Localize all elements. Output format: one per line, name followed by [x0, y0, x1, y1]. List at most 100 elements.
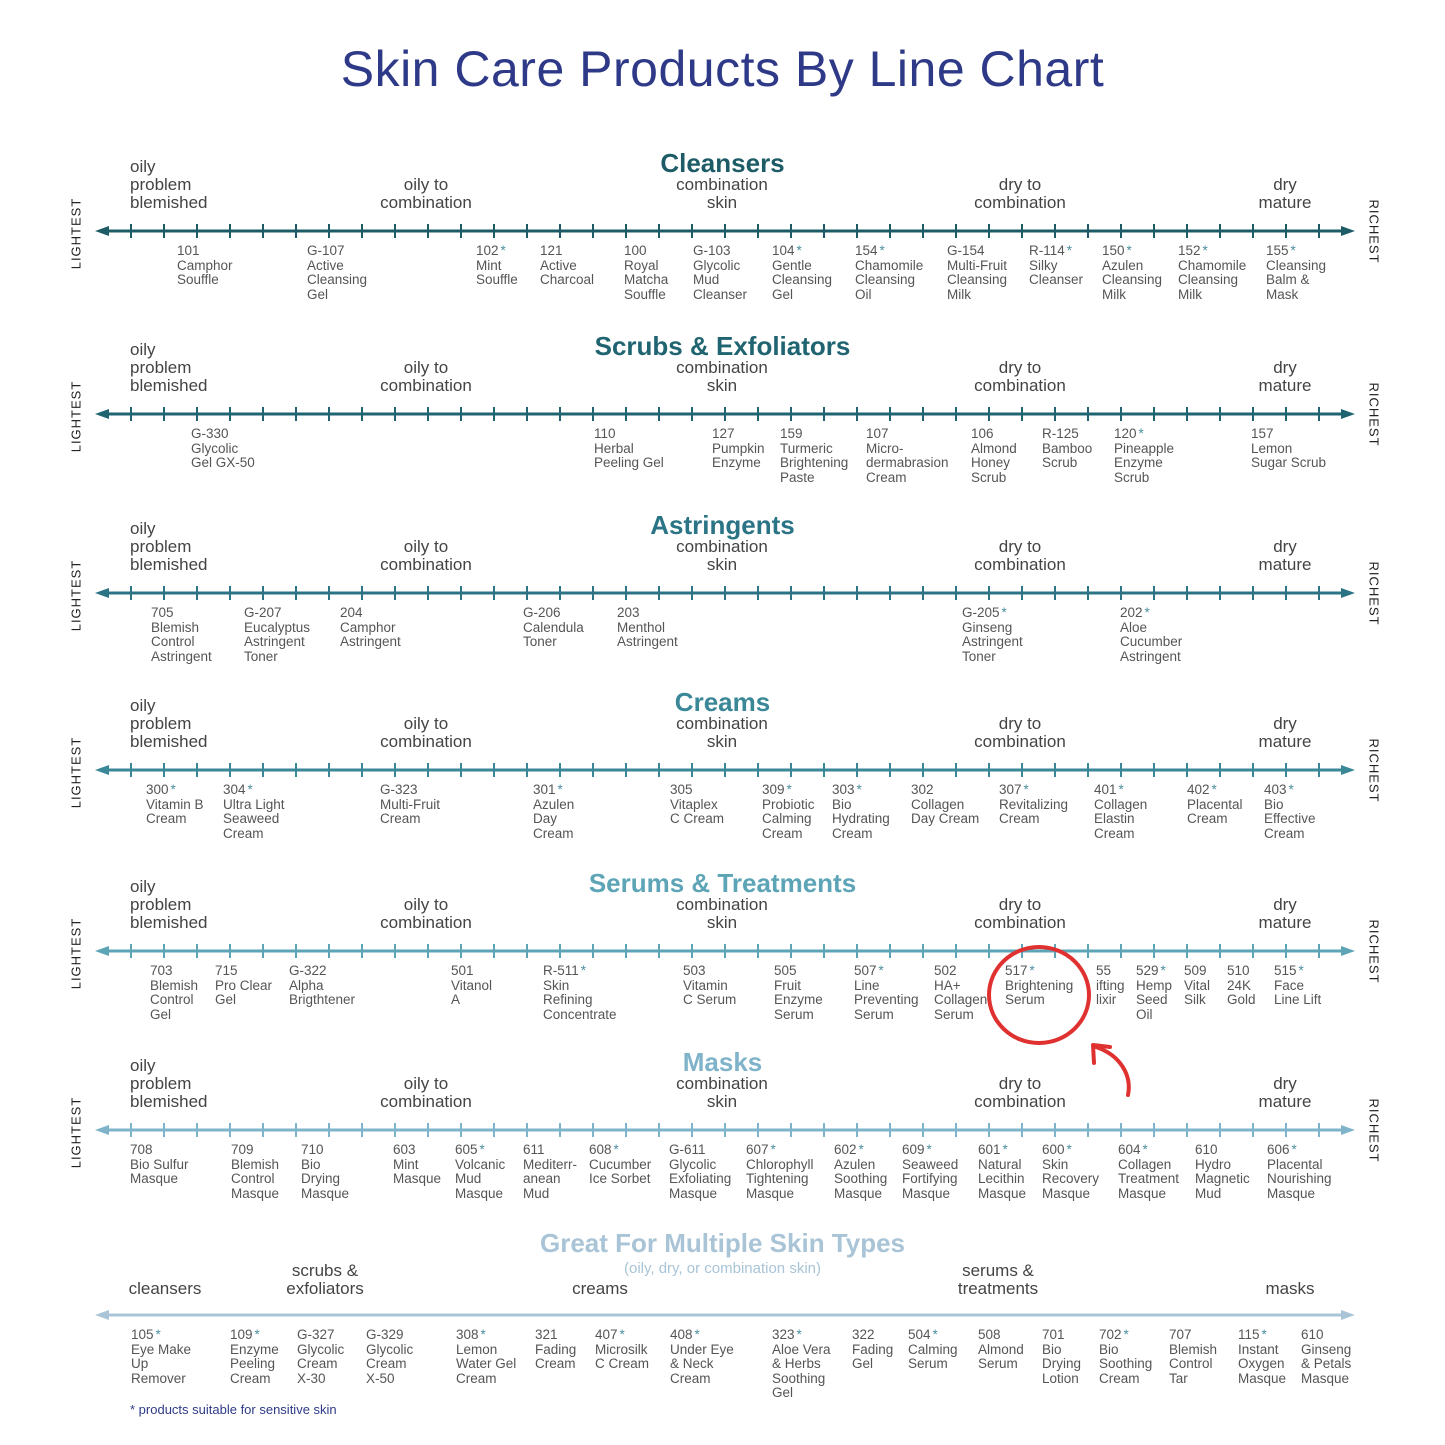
product-name-line: Toner: [244, 648, 278, 664]
product-item: G-205 * Ginseng Astringent Toner: [962, 605, 1023, 664]
product-number: G-154: [947, 243, 985, 258]
product-number: R-125: [1042, 426, 1079, 441]
skin-type-label: dry mature: [1258, 175, 1312, 212]
left-arrow-icon: [95, 588, 109, 598]
product-name-line: HA+: [934, 977, 961, 993]
section-title: Scrubs & Exfoliators: [594, 331, 851, 361]
product-item: G-207 Eucalyptus Astringent Toner: [244, 605, 310, 664]
product-name-line: Glycolic: [669, 1156, 717, 1172]
product-name-line: Pineapple: [1114, 440, 1175, 456]
product-name-line: Paste: [780, 469, 815, 485]
product-name-line: Cream: [533, 825, 574, 841]
product-item: 408 * Under Eye & Neck Cream: [670, 1327, 734, 1386]
product-item: 702 * Bio Soothing Cream: [1099, 1327, 1152, 1386]
product-number: 152 *: [1178, 243, 1208, 258]
product-number: 102 *: [476, 243, 506, 258]
skin-type-label: oily problem blemished: [130, 340, 208, 395]
product-number: 505: [774, 963, 797, 978]
product-item: 403 * Bio Effective Cream: [1264, 782, 1316, 841]
product-name-line: Hydrating: [832, 811, 890, 827]
product-name-line: Toner: [523, 634, 557, 650]
product-name-line: Exfoliating: [669, 1171, 732, 1187]
product-name-line: Aloe Vera: [772, 1341, 831, 1357]
product-name-line: Cream: [366, 1356, 407, 1372]
skin-type-label: masks: [1265, 1279, 1315, 1298]
product-number: 607 *: [746, 1142, 776, 1157]
product-name-line: Azulen: [1102, 257, 1144, 273]
product-number: 304 *: [223, 782, 253, 797]
product-name-line: Blemish: [231, 1156, 280, 1172]
skin-type-label: oily to combination: [380, 358, 472, 395]
product-number: 150 *: [1102, 243, 1132, 258]
product-line-section: Scrubs & Exfoliators oily problem blemished…: [0, 331, 1445, 506]
product-name-line: & Herbs: [772, 1356, 821, 1372]
product-name-line: Cleansing: [947, 272, 1008, 288]
richest-label: RICHEST: [1366, 738, 1382, 803]
richest-label: RICHEST: [1366, 1098, 1382, 1163]
product-name-line: Pumpkin: [712, 440, 765, 456]
left-arrow-icon: [95, 765, 109, 775]
product-name-line: Bio: [1264, 796, 1284, 812]
product-name-line: Almond: [978, 1341, 1024, 1357]
sensitive-skin-star-icon: *: [1160, 963, 1166, 978]
sensitive-skin-star-icon: *: [557, 782, 563, 797]
product-item: 608 * Cucumber Ice Sorbet: [589, 1142, 651, 1187]
sensitive-skin-star-icon: *: [1126, 243, 1132, 258]
product-number: 702 *: [1099, 1327, 1129, 1342]
product-number: 601 *: [978, 1142, 1008, 1157]
product-item: 309 * Probiotic Calming Cream: [762, 782, 815, 841]
skin-type-label: dry mature: [1258, 358, 1312, 395]
section-title: Astringents: [650, 510, 795, 540]
skin-type-label: dry mature: [1258, 537, 1312, 574]
product-number: 300 *: [146, 782, 176, 797]
right-arrow-icon: [1341, 946, 1355, 956]
product-line-section: Masks oily problem blemished oily to combinat…: [0, 1047, 1445, 1222]
product-name-line: Up: [131, 1356, 149, 1372]
product-number: 323 *: [772, 1327, 802, 1342]
product-number: G-327: [297, 1327, 335, 1342]
product-number: 609 *: [902, 1142, 932, 1157]
product-name-line: Almond: [971, 440, 1017, 456]
product-item: 155 * Cleansing Balm & Mask: [1266, 243, 1326, 302]
product-name-line: Milk: [1102, 286, 1126, 302]
product-name-line: Masque: [978, 1185, 1027, 1201]
product-item: 303 * Bio Hydrating Cream: [832, 782, 890, 841]
product-number: 708: [130, 1142, 153, 1157]
product-name-line: Cleanser: [1029, 272, 1084, 288]
product-name-line: Ginseng: [1301, 1341, 1352, 1357]
product-name-line: Collagen: [1094, 796, 1148, 812]
product-number: 305: [670, 782, 693, 797]
product-number: 604 *: [1118, 1142, 1148, 1157]
product-name-line: Day: [533, 811, 558, 827]
product-name-line: Under Eye: [670, 1341, 734, 1357]
product-name-line: Bio: [832, 796, 852, 812]
skin-type-axis: [95, 763, 1355, 777]
product-item: 603 Mint Masque: [393, 1142, 441, 1187]
product-item: 701 Bio Drying Lotion: [1042, 1327, 1081, 1386]
sensitive-skin-star-icon: *: [1290, 243, 1296, 258]
product-item: 703 Blemish Control Gel: [150, 963, 198, 1022]
product-number: G-103: [693, 243, 731, 258]
product-name-line: X-30: [297, 1370, 326, 1386]
product-name-line: & Neck: [670, 1356, 714, 1372]
product-name-line: dermabrasion: [866, 455, 949, 471]
product-name-line: Gel: [772, 1385, 794, 1401]
sensitive-skin-star-icon: *: [1066, 243, 1073, 258]
product-name-line: Nourishing: [1267, 1171, 1332, 1187]
product-item: G-330 Glycolic Gel GX-50: [191, 426, 255, 471]
product-number: 507 *: [854, 963, 884, 978]
product-item: 609 * Seaweed Fortifying Masque: [902, 1142, 958, 1201]
product-name-line: Masque: [1267, 1185, 1316, 1201]
product-name-line: Gentle: [772, 257, 812, 273]
skin-type-label: dry to combination: [974, 358, 1066, 395]
product-number: G-207: [244, 605, 282, 620]
product-name-line: Volcanic: [455, 1156, 506, 1172]
product-name-line: Fortifying: [902, 1171, 958, 1187]
product-name-line: Silky: [1029, 257, 1058, 273]
product-name-line: Enzyme: [712, 455, 761, 471]
product-number: 303 *: [832, 782, 862, 797]
product-item: G-154 Multi-Fruit Cleansing Milk: [947, 243, 1008, 302]
product-name-line: Astringent: [244, 634, 305, 650]
product-name-line: 24K: [1227, 977, 1252, 993]
product-name-line: Face: [1274, 977, 1305, 993]
